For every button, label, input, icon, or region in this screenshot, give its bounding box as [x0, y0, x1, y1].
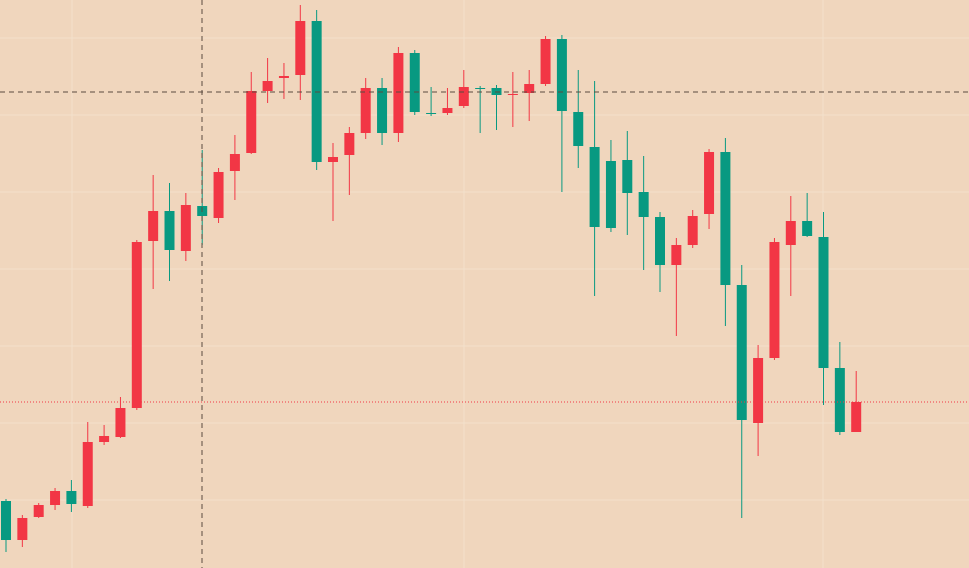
candle-body [622, 160, 633, 193]
candle-body [818, 237, 829, 368]
candle-body [344, 133, 355, 155]
candle-body [50, 491, 61, 505]
candle-body [66, 491, 77, 504]
candle-body [131, 242, 142, 408]
candle-body [426, 113, 437, 114]
candle-body [409, 53, 420, 112]
candle-body [524, 84, 535, 93]
candle-body [589, 147, 600, 227]
candle-body [753, 358, 764, 423]
candle-body [573, 112, 584, 146]
candle-body [507, 94, 518, 95]
candle-body [1, 501, 11, 540]
candle-body [33, 505, 44, 517]
candle-body [769, 242, 780, 358]
candle-body [605, 161, 616, 228]
candle-body [655, 217, 665, 265]
candle-body [360, 88, 371, 133]
candle-body [115, 408, 126, 437]
candles [1, 5, 862, 552]
candle-body [82, 442, 93, 506]
candle-body [148, 211, 159, 241]
candle-body [802, 221, 813, 236]
candle-body [213, 172, 224, 218]
candle-body [278, 76, 289, 78]
candle-body [393, 53, 404, 133]
candle-body [328, 157, 338, 162]
candle-body [458, 87, 469, 106]
candle-body [638, 192, 649, 217]
candle-body [17, 518, 28, 540]
candle-body [475, 88, 486, 89]
candle-body [180, 205, 191, 251]
candle-body [687, 216, 698, 245]
candle-body [99, 436, 110, 442]
candle-body [671, 245, 682, 265]
candle-body [704, 152, 715, 214]
candle-body [442, 108, 453, 113]
candle-body [229, 154, 240, 171]
candle-body [540, 39, 551, 84]
candle-body [556, 39, 567, 111]
candle-body [164, 211, 175, 250]
candle-body [720, 152, 731, 285]
candle-body [834, 368, 845, 432]
candle-body [736, 285, 747, 420]
candle-body [851, 402, 862, 432]
candle-body [246, 91, 257, 153]
candle-body [262, 81, 273, 91]
candle-body [377, 88, 388, 133]
candle-body [785, 221, 796, 245]
candle-body [295, 21, 306, 75]
